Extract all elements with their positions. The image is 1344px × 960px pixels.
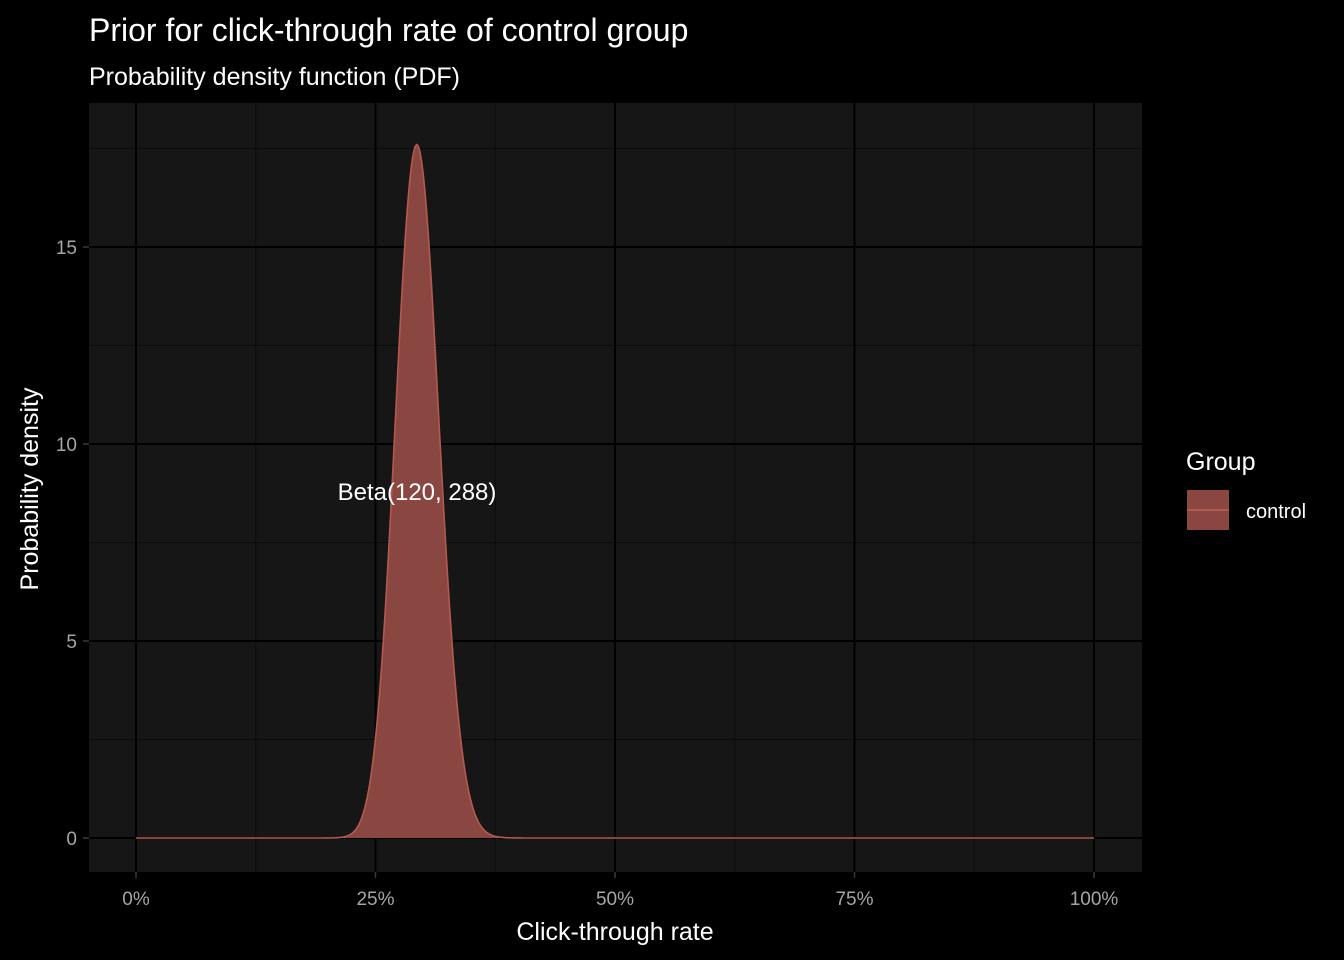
y-tick-label: 0 xyxy=(66,829,77,850)
y-axis-title: Probability density xyxy=(16,387,44,590)
x-tick-label: 0% xyxy=(122,889,150,910)
x-axis-title: Click-through rate xyxy=(516,918,713,946)
ticks-layer: 0% 25% 50% 75% 100% 0 5 10 15 xyxy=(56,238,1119,910)
x-tick-label: 50% xyxy=(596,889,634,910)
y-tick-label: 5 xyxy=(66,632,77,653)
series-layer xyxy=(136,143,1094,839)
legend: Group control xyxy=(1186,448,1306,530)
distribution-annotation: Beta(120, 288) xyxy=(338,479,497,506)
x-tick-label: 25% xyxy=(356,889,394,910)
density-line-control xyxy=(136,143,1094,839)
chart-title: Prior for click-through rate of control … xyxy=(89,12,688,48)
chart-subtitle: Probability density function (PDF) xyxy=(89,63,460,91)
y-tick-label: 10 xyxy=(56,435,77,456)
legend-label-control: control xyxy=(1246,501,1306,523)
x-tick-label: 100% xyxy=(1070,889,1119,910)
legend-title: Group xyxy=(1186,448,1255,476)
x-tick-label: 75% xyxy=(835,889,873,910)
y-tick-label: 15 xyxy=(56,238,77,259)
major-grid xyxy=(89,103,1142,872)
